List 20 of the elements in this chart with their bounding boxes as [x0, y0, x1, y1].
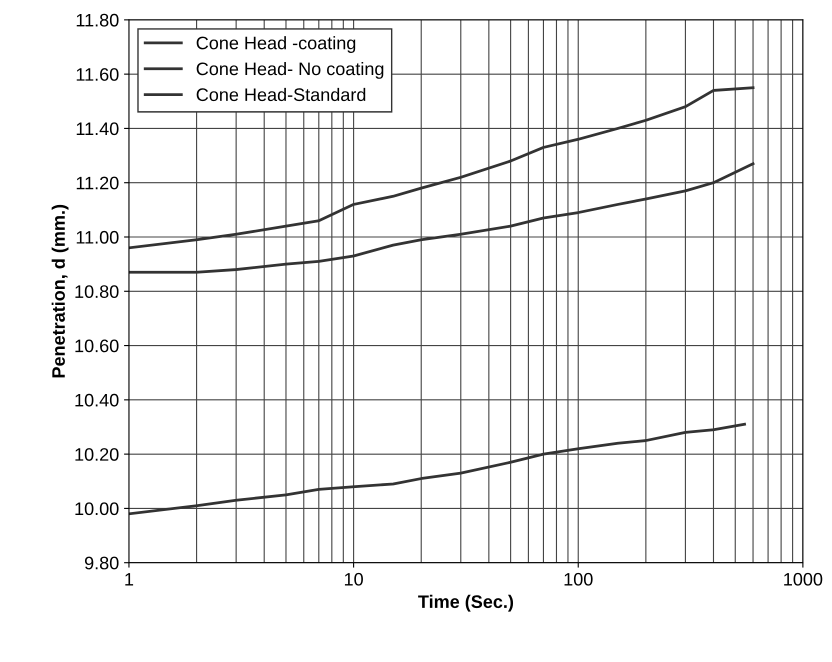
y-tick-label: 11.20 — [76, 176, 119, 190]
y-tick-label: 10.80 — [75, 285, 119, 298]
y-tick-label: 10.00 — [75, 502, 119, 516]
y-tick-label: 10.60 — [75, 340, 119, 352]
y-tick-label: 10.40 — [75, 394, 119, 407]
x-tick-label: 100 — [564, 572, 593, 586]
y-tick-label: 11.60 — [76, 68, 119, 81]
legend-label: Cone Head -coating — [196, 36, 356, 53]
legend-label: Cone Head-Standard — [196, 88, 366, 102]
x-axis-title: Time (Sec.) — [418, 594, 514, 612]
x-tick-label: 10 — [344, 572, 363, 586]
y-tick-label: 11.40 — [76, 122, 119, 136]
x-tick-label: 1 — [125, 573, 134, 586]
y-tick-label: 11.80 — [76, 14, 119, 27]
y-tick-label: 9.80 — [84, 556, 119, 570]
y-tick-label: 10.20 — [75, 448, 119, 461]
legend-label: Cone Head- No coating — [196, 62, 384, 79]
x-tick-label: 1000 — [784, 572, 822, 586]
y-tick-label: 11.00 — [76, 230, 119, 244]
y-axis-title: Penetration, d (mm.) — [52, 204, 69, 378]
